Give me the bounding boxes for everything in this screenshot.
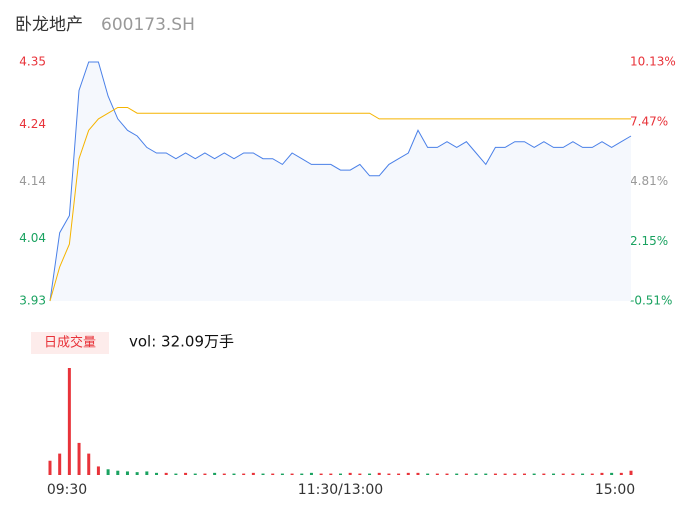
volume-bar	[251, 472, 255, 475]
line-price	[49, 61, 632, 302]
volume-bar	[542, 473, 546, 475]
volume-bar	[397, 473, 401, 475]
volume-bar	[309, 472, 313, 475]
y-tick-label: 3.93	[19, 294, 46, 308]
y2-tick-label: 10.13%	[630, 55, 676, 69]
volume-bar	[193, 473, 197, 475]
volume-bar	[464, 473, 468, 475]
volume-bar	[368, 473, 372, 475]
volume-bar	[145, 471, 149, 475]
volume-bar	[125, 471, 129, 475]
price-area	[50, 62, 631, 301]
volume-bar	[406, 472, 410, 475]
y-tick-label: 4.35	[19, 55, 46, 69]
volume-bar	[590, 473, 594, 475]
volume-bar	[358, 473, 362, 475]
volume-bar	[474, 473, 478, 475]
x-tick-label: 09:30	[47, 482, 87, 498]
y2-tick-label: 7.47%	[630, 114, 668, 128]
volume-bar	[184, 472, 188, 475]
volume-bar	[339, 473, 342, 475]
stock-name: 卧龙地产	[15, 15, 83, 35]
volume-bar	[416, 472, 420, 475]
volume-bar	[58, 453, 62, 475]
volume-bar	[203, 473, 207, 475]
volume-bar	[280, 473, 284, 475]
volume-bar	[348, 472, 352, 475]
volume-bar	[600, 472, 604, 475]
volume-bar	[426, 473, 430, 475]
volume-bar	[493, 473, 497, 475]
volume-bar	[522, 473, 526, 475]
y-tick-label: 4.24	[19, 117, 46, 131]
y2-tick-label: 2.15%	[630, 234, 668, 248]
volume-bar	[77, 442, 81, 475]
y-tick-label: 4.14	[19, 174, 46, 188]
volume-bar	[106, 469, 110, 475]
stock-code: 600173.SH	[101, 15, 195, 35]
volume-bar	[164, 472, 168, 475]
volume-bar	[581, 473, 585, 475]
volume-bar	[116, 470, 120, 475]
volume-bar	[484, 473, 488, 475]
volume-title: 日成交量	[44, 335, 96, 351]
volume-bar	[513, 473, 517, 475]
volume-bar	[552, 473, 556, 475]
volume-bar	[610, 472, 614, 475]
y-tick-label: 4.04	[19, 231, 46, 245]
volume-bar	[619, 472, 623, 475]
volume-bar	[455, 473, 459, 475]
volume-bar	[232, 473, 236, 475]
volume-bar	[387, 473, 391, 475]
line-average	[49, 107, 631, 302]
volume-bar	[48, 460, 52, 475]
volume-annotation: vol: 32.09万手	[129, 333, 234, 351]
volume-bar	[571, 473, 575, 475]
volume-bar	[271, 473, 275, 475]
volume-bar	[445, 473, 449, 475]
x-tick-label: 11:30/13:00	[298, 482, 383, 498]
volume-bar	[300, 473, 304, 475]
x-tick-label: 15:00	[595, 482, 635, 498]
volume-bar	[174, 473, 178, 475]
volume-bar	[155, 472, 159, 475]
volume-bar	[135, 472, 139, 475]
y2-tick-label: 4.81%	[630, 174, 668, 188]
volume-bar	[503, 473, 507, 475]
volume-bar	[67, 368, 71, 475]
y2-tick-label: -0.51%	[630, 294, 672, 308]
volume-bar	[261, 473, 265, 475]
volume-bar	[377, 472, 381, 475]
volume-bar	[213, 472, 217, 475]
volume-bar	[629, 470, 633, 475]
volume-bar	[561, 473, 565, 475]
volume-bar	[242, 473, 246, 475]
volume-bar	[96, 466, 100, 475]
volume-bar	[435, 473, 439, 475]
volume-label-box	[31, 332, 109, 354]
volume-bar	[222, 473, 226, 475]
volume-bar	[329, 473, 333, 475]
volume-bar	[290, 473, 294, 475]
volume-bar	[319, 473, 323, 475]
volume-bar	[532, 473, 536, 475]
volume-bar	[87, 453, 91, 475]
